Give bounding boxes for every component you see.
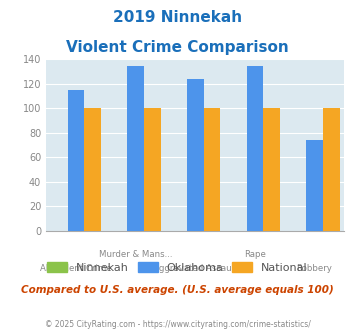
Legend: Ninnekah, Oklahoma, National: Ninnekah, Oklahoma, National xyxy=(43,258,312,278)
Bar xyxy=(127,66,144,231)
Text: Rape: Rape xyxy=(244,250,266,259)
Text: 2019 Ninnekah: 2019 Ninnekah xyxy=(113,10,242,25)
Text: Robbery: Robbery xyxy=(296,264,333,273)
Bar xyxy=(204,109,220,231)
Text: Murder & Mans...: Murder & Mans... xyxy=(99,250,173,259)
Bar xyxy=(67,90,84,231)
Text: © 2025 CityRating.com - https://www.cityrating.com/crime-statistics/: © 2025 CityRating.com - https://www.city… xyxy=(45,320,310,329)
Text: All Violent Crime: All Violent Crime xyxy=(40,264,112,273)
Bar xyxy=(263,109,280,231)
Bar xyxy=(246,66,263,231)
Text: Aggravated Assault: Aggravated Assault xyxy=(153,264,237,273)
Bar xyxy=(323,109,340,231)
Text: Violent Crime Comparison: Violent Crime Comparison xyxy=(66,40,289,54)
Bar xyxy=(84,109,101,231)
Bar xyxy=(306,140,323,231)
Bar xyxy=(187,79,204,231)
Bar xyxy=(144,109,161,231)
Text: Compared to U.S. average. (U.S. average equals 100): Compared to U.S. average. (U.S. average … xyxy=(21,285,334,295)
